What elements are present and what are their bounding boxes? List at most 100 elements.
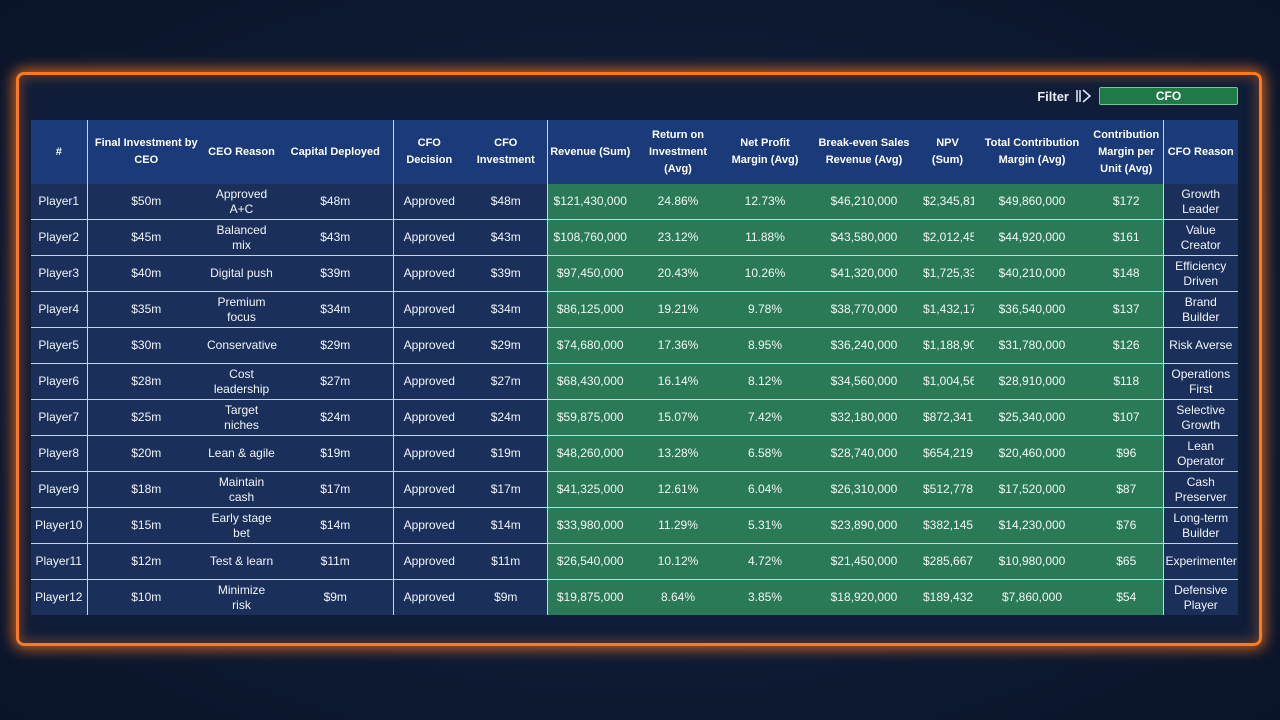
- table-cell: Player9: [31, 471, 88, 508]
- table-row[interactable]: Player2 $45m Balanced mix $43m Approved $43m $…: [31, 219, 1238, 256]
- table-cell: 23.12%: [633, 219, 723, 256]
- table-row[interactable]: Player10 $15m Early stage bet $14m Approved $…: [31, 507, 1238, 544]
- table-row[interactable]: Player11 $12m Test & learn $11m Approved $11m…: [31, 543, 1238, 580]
- table-row[interactable]: Player7 $25m Target niches $24m Approved $24m…: [31, 399, 1238, 436]
- table-cell: $10m: [87, 579, 205, 615]
- table-cell: Operations First: [1163, 363, 1238, 400]
- table-cell: $14,230,000: [974, 507, 1090, 544]
- table-cell: Player2: [31, 219, 88, 256]
- column-header[interactable]: CFO Decision: [393, 120, 465, 184]
- table-cell: Approved: [393, 184, 465, 220]
- table-cell: $35m: [87, 291, 205, 328]
- table-cell: $14m: [465, 507, 548, 544]
- table-row[interactable]: Player5 $30m Conservative $29m Approved $29m $…: [31, 327, 1238, 364]
- table-cell: Approved: [393, 399, 465, 436]
- table-cell: $74,680,000: [547, 327, 633, 364]
- table-cell: Approved: [393, 255, 465, 292]
- table-cell: $107: [1090, 399, 1164, 436]
- table-row[interactable]: Player1 $50m Approved A+C $48m Approved $48m $…: [31, 184, 1238, 220]
- table-cell: Player4: [31, 291, 88, 328]
- table-cell: $43m: [278, 219, 394, 256]
- table-cell: Lean Operator: [1163, 435, 1238, 472]
- table-cell: $59,875,000: [547, 399, 633, 436]
- table-cell: $44,920,000: [974, 219, 1090, 256]
- table-cell: $9m: [278, 579, 394, 615]
- column-header[interactable]: #: [31, 120, 88, 184]
- column-header[interactable]: Net Profit Margin (Avg): [723, 120, 807, 184]
- table-cell: $17m: [465, 471, 548, 508]
- table-cell: Player1: [31, 184, 88, 220]
- table-cell: 13.28%: [633, 435, 723, 472]
- filter-label: Filter: [1037, 88, 1069, 104]
- table-cell: $45m: [87, 219, 205, 256]
- table-cell: $2,345,812: [921, 184, 974, 220]
- table-cell: 11.29%: [633, 507, 723, 544]
- table-cell: Approved: [393, 471, 465, 508]
- table-cell: $39m: [465, 255, 548, 292]
- table-cell: 9.78%: [723, 291, 807, 328]
- table-cell: $28,910,000: [974, 363, 1090, 400]
- table-row[interactable]: Player8 $20m Lean & agile $19m Approved $19m $…: [31, 435, 1238, 472]
- table-cell: $19,875,000: [547, 579, 633, 615]
- table-cell: Lean & agile: [205, 435, 278, 472]
- table-cell: Maintain cash: [205, 471, 278, 508]
- table-cell: Cash Preserver: [1163, 471, 1238, 508]
- table-row[interactable]: Player4 $35m Premium focus $34m Approved $34m…: [31, 291, 1238, 328]
- table-row[interactable]: Player3 $40m Digital push $39m Approved $39m $…: [31, 255, 1238, 292]
- table-cell: 5.31%: [723, 507, 807, 544]
- table-cell: Value Creator: [1163, 219, 1238, 256]
- table-cell: 3.85%: [723, 579, 807, 615]
- table-cell: $34,560,000: [807, 363, 921, 400]
- table-row[interactable]: Player6 $28m Cost leadership $27m Approved $2…: [31, 363, 1238, 400]
- table-cell: $32,180,000: [807, 399, 921, 436]
- table-cell: Approved A+C: [205, 184, 278, 220]
- table-cell: Approved: [393, 363, 465, 400]
- column-header[interactable]: Break-even Sales Revenue (Avg): [807, 120, 921, 184]
- table-cell: $2,012,455: [921, 219, 974, 256]
- table-cell: $34m: [278, 291, 394, 328]
- table-cell: 6.58%: [723, 435, 807, 472]
- table-cell: Approved: [393, 291, 465, 328]
- table-cell: $68,430,000: [547, 363, 633, 400]
- table-row[interactable]: Player12 $10m Minimize risk $9m Approved $9m $…: [31, 579, 1238, 615]
- table-cell: Approved: [393, 507, 465, 544]
- table-cell: $86,125,000: [547, 291, 633, 328]
- table-cell: $48m: [278, 184, 394, 220]
- table-cell: Player7: [31, 399, 88, 436]
- column-header[interactable]: CFO Investment: [465, 120, 548, 184]
- column-header[interactable]: Revenue (Sum): [547, 120, 633, 184]
- column-header[interactable]: CFO Reason: [1163, 120, 1238, 184]
- table-cell: $41,320,000: [807, 255, 921, 292]
- table-cell: Digital push: [205, 255, 278, 292]
- column-header[interactable]: Capital Deployed: [278, 120, 394, 184]
- table-cell: 24.86%: [633, 184, 723, 220]
- table-cell: 12.61%: [633, 471, 723, 508]
- table-cell: $65: [1090, 543, 1164, 580]
- column-header[interactable]: Final Investment by CEO: [87, 120, 205, 184]
- column-header[interactable]: Contribution Margin per Unit (Avg): [1090, 120, 1164, 184]
- table-cell: $18m: [87, 471, 205, 508]
- table-cell: $19m: [465, 435, 548, 472]
- table-cell: Growth Leader: [1163, 184, 1238, 220]
- table-cell: $18,920,000: [807, 579, 921, 615]
- column-header[interactable]: Total Contribution Margin (Avg): [974, 120, 1090, 184]
- table-cell: $12m: [87, 543, 205, 580]
- table-cell: $40m: [87, 255, 205, 292]
- column-header[interactable]: NPV (Sum): [921, 120, 974, 184]
- table-cell: $97,450,000: [547, 255, 633, 292]
- table-cell: Long-term Builder: [1163, 507, 1238, 544]
- filter-select[interactable]: CFO: [1099, 87, 1238, 105]
- table-cell: 8.64%: [633, 579, 723, 615]
- table-cell: $27m: [278, 363, 394, 400]
- table-row[interactable]: Player9 $18m Maintain cash $17m Approved $17m…: [31, 471, 1238, 508]
- column-header[interactable]: Return on Investment (Avg): [633, 120, 723, 184]
- column-header[interactable]: CEO Reason: [205, 120, 278, 184]
- table-cell: $121,430,000: [547, 184, 633, 220]
- table-cell: $14m: [278, 507, 394, 544]
- table-cell: $24m: [278, 399, 394, 436]
- table-cell: $172: [1090, 184, 1164, 220]
- table-cell: $30m: [87, 327, 205, 364]
- table-cell: $126: [1090, 327, 1164, 364]
- table-cell: 7.42%: [723, 399, 807, 436]
- filter-bar: Filter CFO: [1000, 86, 1238, 106]
